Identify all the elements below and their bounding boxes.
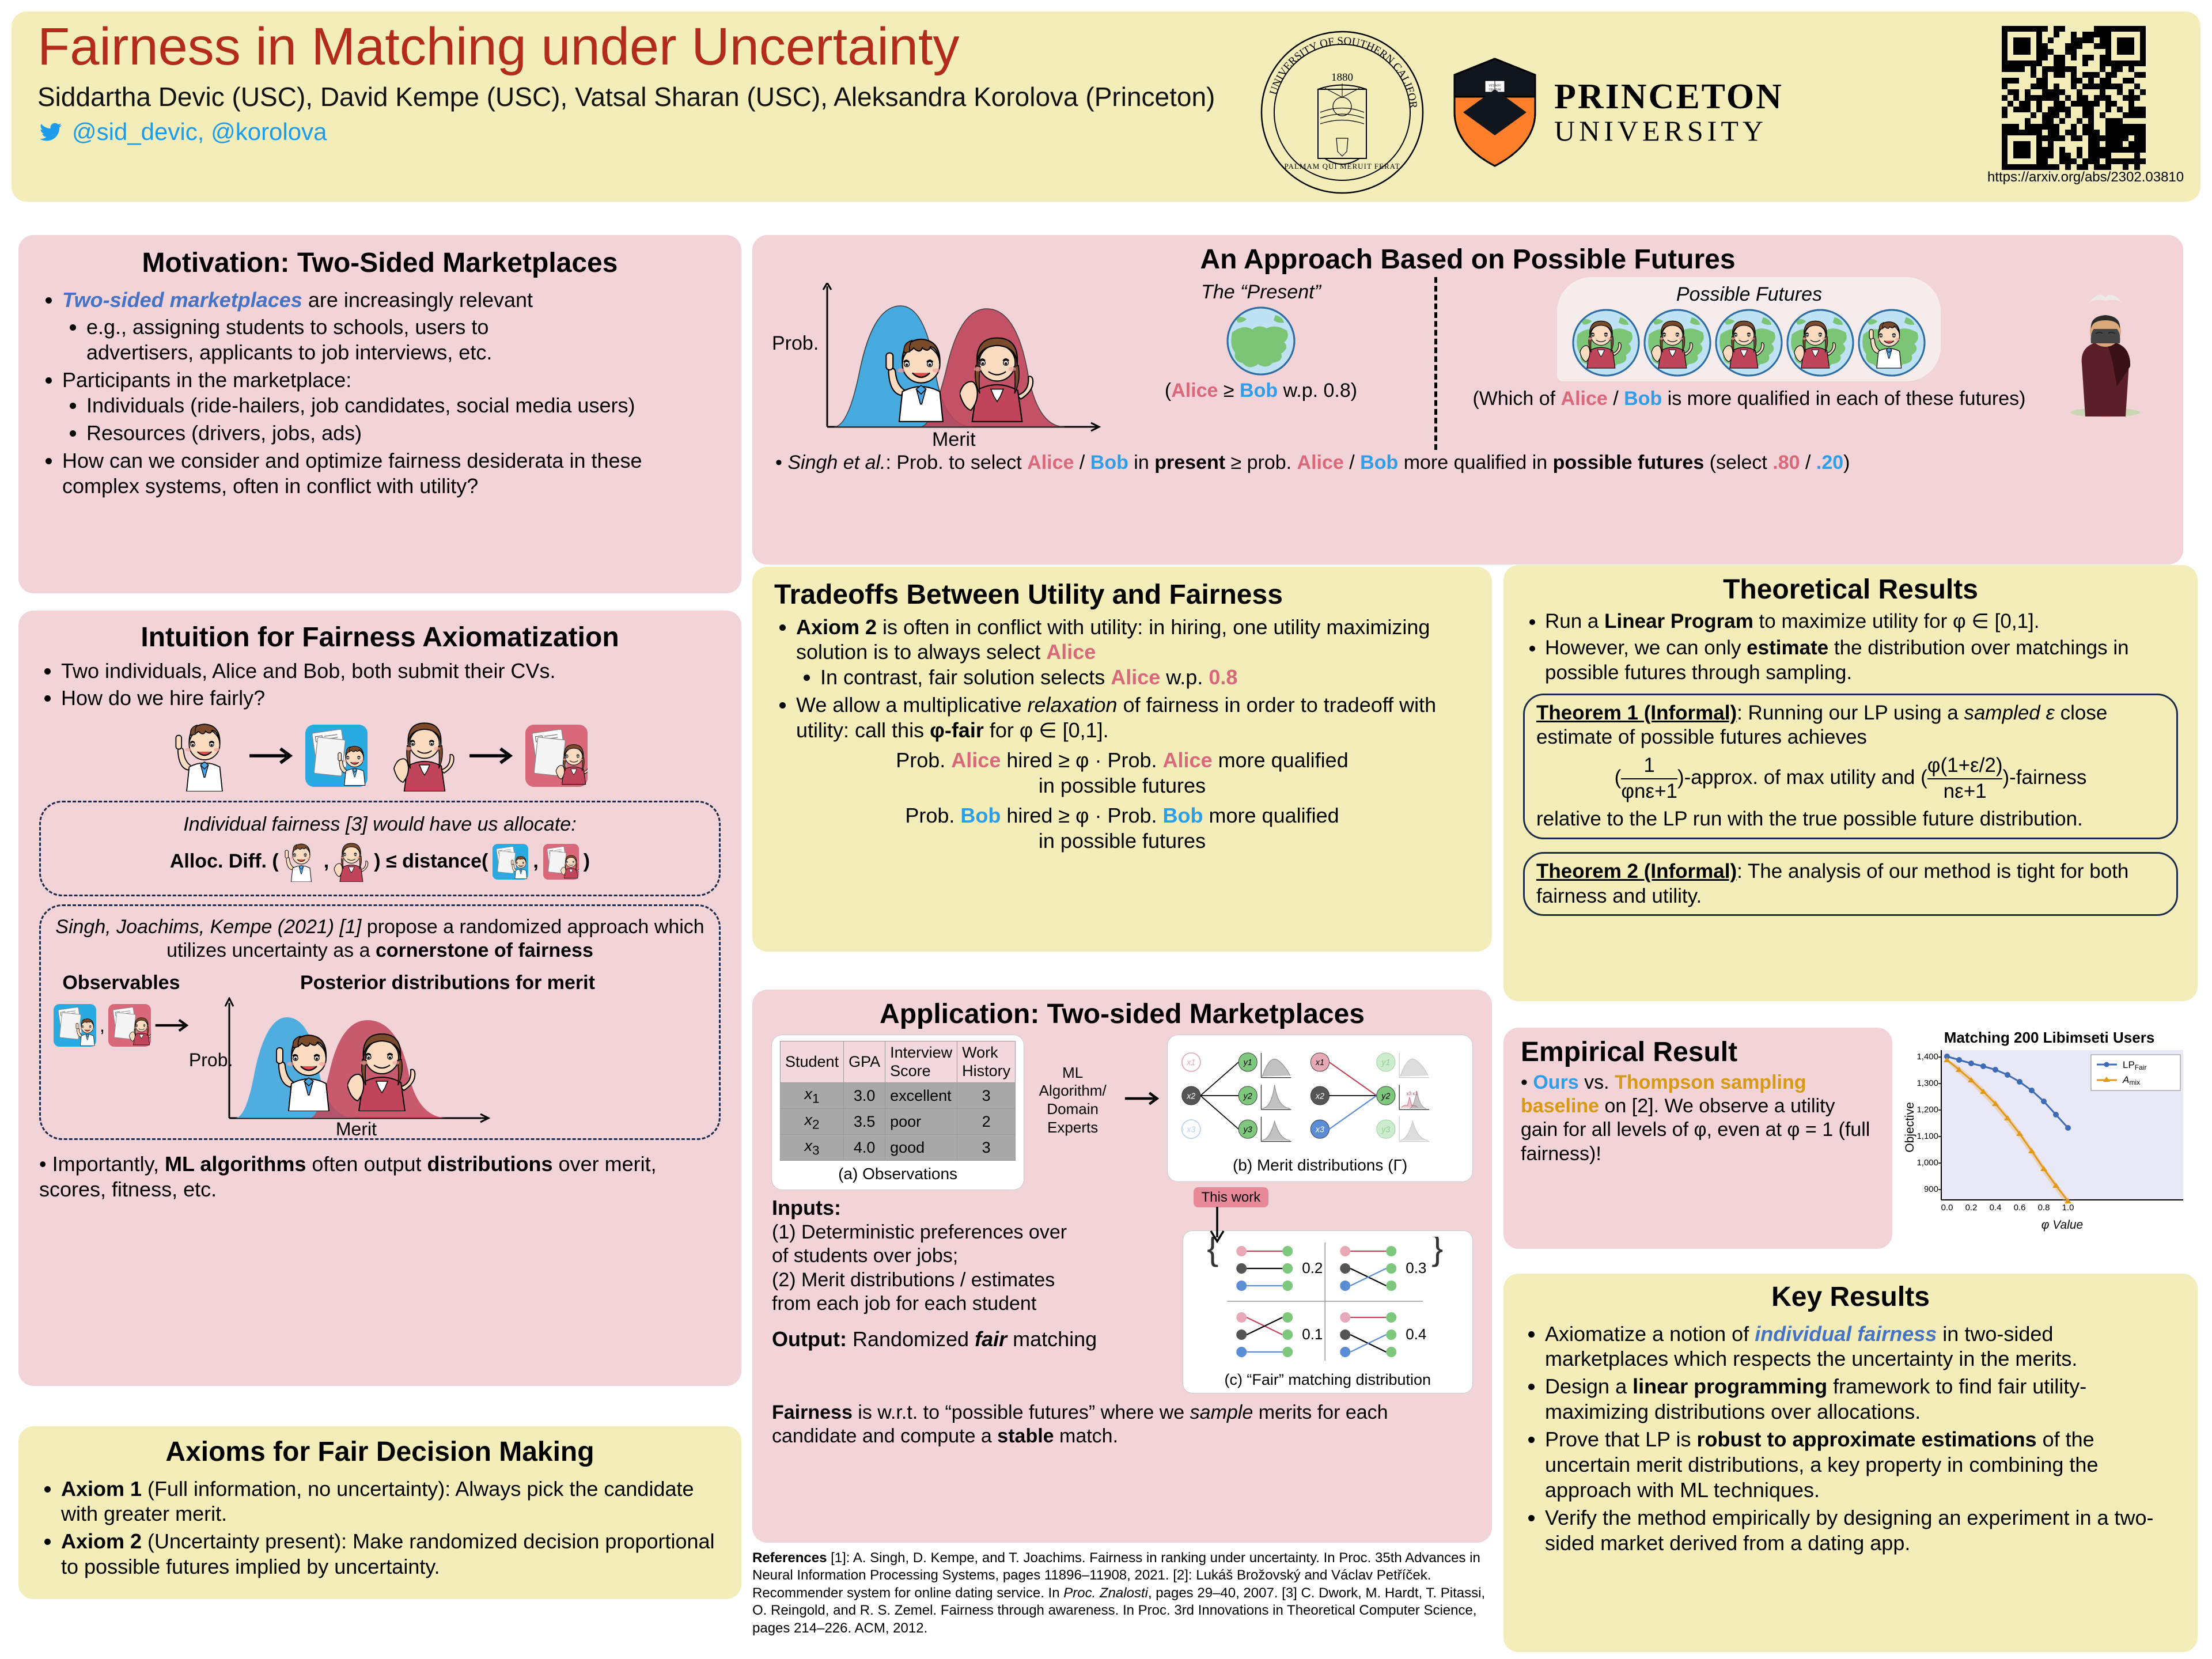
svg-text:y1: y1 (1243, 1058, 1252, 1067)
svg-text:0.6: 0.6 (2014, 1203, 2026, 1213)
svg-text:0.3: 0.3 (1406, 1259, 1426, 1277)
svg-text:0.0: 0.0 (1941, 1203, 1953, 1213)
svg-text:1,100: 1,100 (1916, 1131, 1938, 1141)
svg-text:0.4: 0.4 (1990, 1203, 2002, 1213)
svg-text:x3: x3 (1315, 1125, 1324, 1134)
svg-text:VET NOV: VET NOV (1488, 85, 1501, 88)
svg-text:1,400: 1,400 (1916, 1052, 1938, 1062)
svg-text:UNIVERSITY OF SOUTHERN CALIFOR: UNIVERSITY OF SOUTHERN CALIFORNIA (1256, 26, 1419, 109)
svg-text:x1: x1 (1186, 1058, 1195, 1067)
svg-text:0.2: 0.2 (1965, 1203, 1978, 1213)
svg-text:x3 x1: x3 x1 (1407, 1091, 1418, 1096)
svg-text:1,000: 1,000 (1916, 1158, 1938, 1168)
svg-text:0.4: 0.4 (1406, 1325, 1426, 1343)
svg-text:φ Value: φ Value (2041, 1218, 2083, 1232)
svg-text:}: } (1431, 1237, 1443, 1267)
svg-text:y2: y2 (1243, 1092, 1252, 1101)
svg-text:900: 900 (1924, 1184, 1938, 1194)
svg-text:y1: y1 (1381, 1058, 1391, 1067)
svg-text:0.1: 0.1 (1302, 1325, 1323, 1343)
svg-text:1880: 1880 (1331, 71, 1353, 84)
svg-text:1,200: 1,200 (1916, 1105, 1938, 1115)
svg-text:x2: x2 (1315, 1092, 1324, 1101)
svg-text:0.2: 0.2 (1302, 1259, 1323, 1277)
svg-text:PALMAM QUI MERUIT FERAT: PALMAM QUI MERUIT FERAT (1284, 162, 1400, 171)
svg-text:y3: y3 (1381, 1125, 1391, 1134)
svg-text:x1: x1 (1315, 1058, 1324, 1067)
svg-text:0.8: 0.8 (2038, 1203, 2050, 1213)
svg-text:x2: x2 (1186, 1092, 1195, 1101)
svg-text:x3: x3 (1186, 1125, 1195, 1134)
svg-text:Objective: Objective (1903, 1102, 1916, 1153)
svg-text:y2: y2 (1381, 1092, 1391, 1101)
svg-text:1,300: 1,300 (1916, 1078, 1938, 1088)
svg-text:y3: y3 (1243, 1125, 1252, 1134)
